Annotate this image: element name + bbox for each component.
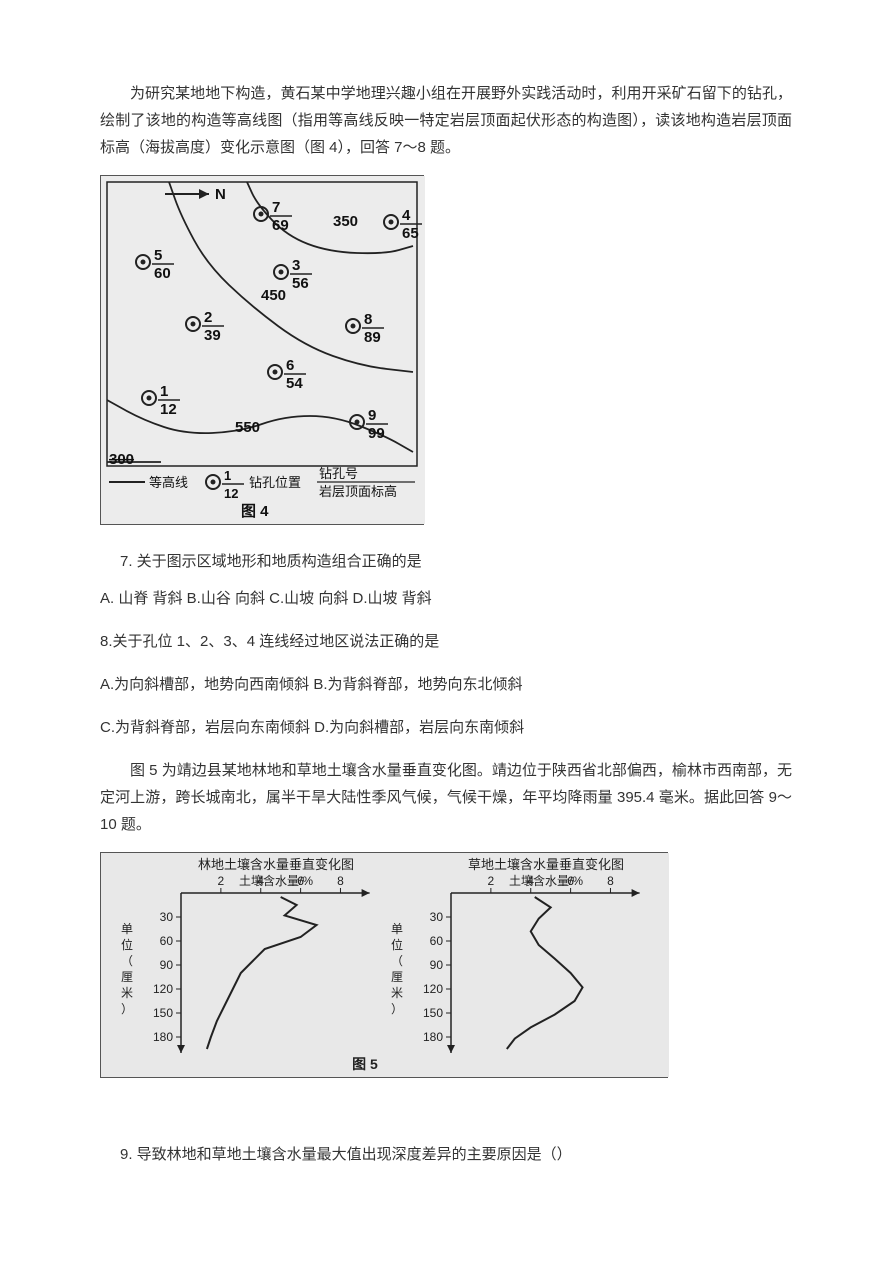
svg-text:12: 12	[224, 486, 238, 501]
svg-text:30: 30	[430, 910, 444, 924]
svg-text:2: 2	[218, 874, 225, 888]
svg-text:钻孔号: 钻孔号	[319, 466, 358, 481]
svg-text:60: 60	[160, 934, 174, 948]
svg-text:米: 米	[391, 986, 403, 1000]
svg-text:8: 8	[607, 874, 614, 888]
svg-text:）: ）	[391, 1002, 403, 1016]
svg-text:单: 单	[121, 922, 133, 936]
svg-text:（: （	[391, 954, 403, 968]
svg-text:180: 180	[423, 1030, 443, 1044]
svg-text:300: 300	[109, 451, 134, 468]
svg-text:岩层顶面标高: 岩层顶面标高	[319, 484, 397, 499]
svg-text:（: （	[121, 954, 133, 968]
intro-paragraph-1: 为研究某地地下构造，黄石某中学地理兴趣小组在开展野外实践活动时，利用开采矿石留下…	[100, 80, 792, 161]
svg-text:30: 30	[160, 910, 174, 924]
figure-4: N350450550300769465560356239889654112999…	[100, 175, 792, 534]
question-8-options-a: A.为向斜槽部，地势向西南倾斜 B.为背斜脊部，地势向东北倾斜	[100, 671, 792, 698]
svg-text:厘: 厘	[391, 970, 403, 984]
svg-text:厘: 厘	[121, 970, 133, 984]
svg-text:150: 150	[153, 1006, 173, 1020]
svg-text:N: N	[215, 186, 226, 203]
question-9: 9. 导致林地和草地土壤含水量最大值出现深度差异的主要原因是（）	[120, 1141, 792, 1168]
figure-5-svg: 林地土壤含水量垂直变化图土壤含水量/%2468306090120150180草地…	[101, 853, 669, 1077]
question-7-options: A. 山脊 背斜 B.山谷 向斜 C.山坡 向斜 D.山坡 背斜	[100, 585, 792, 612]
svg-text:图 5: 图 5	[352, 1056, 378, 1072]
question-8-options-b: C.为背斜脊部，岩层向东南倾斜 D.为向斜槽部，岩层向东南倾斜	[100, 714, 792, 741]
svg-text:图 4: 图 4	[241, 503, 269, 520]
svg-text:6: 6	[567, 874, 574, 888]
svg-text:钻孔位置: 钻孔位置	[249, 475, 301, 490]
svg-text:位: 位	[391, 937, 403, 952]
svg-text:56: 56	[292, 275, 309, 292]
svg-text:90: 90	[430, 958, 444, 972]
svg-text:550: 550	[235, 419, 260, 436]
svg-text:12: 12	[160, 401, 177, 418]
svg-text:4: 4	[257, 874, 264, 888]
svg-text:90: 90	[160, 958, 174, 972]
svg-text:米: 米	[121, 986, 133, 1000]
svg-text:8: 8	[337, 874, 344, 888]
intro-paragraph-2: 图 5 为靖边县某地林地和草地土壤含水量垂直变化图。靖边位于陕西省北部偏西，榆林…	[100, 757, 792, 838]
svg-text:450: 450	[261, 287, 286, 304]
svg-text:150: 150	[423, 1006, 443, 1020]
svg-text:6: 6	[297, 874, 304, 888]
svg-text:9: 9	[368, 407, 376, 424]
figure-4-svg: N350450550300769465560356239889654112999…	[101, 176, 425, 524]
svg-text:2: 2	[204, 309, 212, 326]
figure-5: 林地土壤含水量垂直变化图土壤含水量/%2468306090120150180草地…	[100, 852, 792, 1087]
svg-text:54: 54	[286, 375, 303, 392]
question-8: 8.关于孔位 1、2、3、4 连线经过地区说法正确的是	[100, 628, 792, 655]
svg-text:120: 120	[153, 982, 173, 996]
svg-text:65: 65	[402, 225, 419, 242]
svg-text:69: 69	[272, 217, 289, 234]
svg-text:）: ）	[121, 1002, 133, 1016]
svg-text:6: 6	[286, 357, 294, 374]
svg-text:350: 350	[333, 213, 358, 230]
svg-text:1: 1	[224, 468, 231, 483]
svg-text:4: 4	[402, 207, 411, 224]
svg-text:5: 5	[154, 247, 162, 264]
svg-text:1: 1	[160, 383, 168, 400]
svg-text:3: 3	[292, 257, 300, 274]
svg-text:林地土壤含水量垂直变化图: 林地土壤含水量垂直变化图	[198, 857, 354, 872]
svg-text:等高线: 等高线	[149, 475, 188, 490]
svg-text:草地土壤含水量垂直变化图: 草地土壤含水量垂直变化图	[468, 857, 624, 872]
question-7: 7. 关于图示区域地形和地质构造组合正确的是	[120, 548, 792, 575]
svg-text:7: 7	[272, 199, 280, 216]
svg-text:89: 89	[364, 329, 381, 346]
svg-text:99: 99	[368, 425, 385, 442]
svg-text:2: 2	[488, 874, 495, 888]
svg-text:单: 单	[391, 922, 403, 936]
svg-text:8: 8	[364, 311, 372, 328]
svg-text:4: 4	[527, 874, 534, 888]
svg-text:180: 180	[153, 1030, 173, 1044]
svg-text:60: 60	[154, 265, 171, 282]
svg-text:60: 60	[430, 934, 444, 948]
svg-text:位: 位	[121, 937, 133, 952]
svg-text:120: 120	[423, 982, 443, 996]
svg-text:39: 39	[204, 327, 221, 344]
